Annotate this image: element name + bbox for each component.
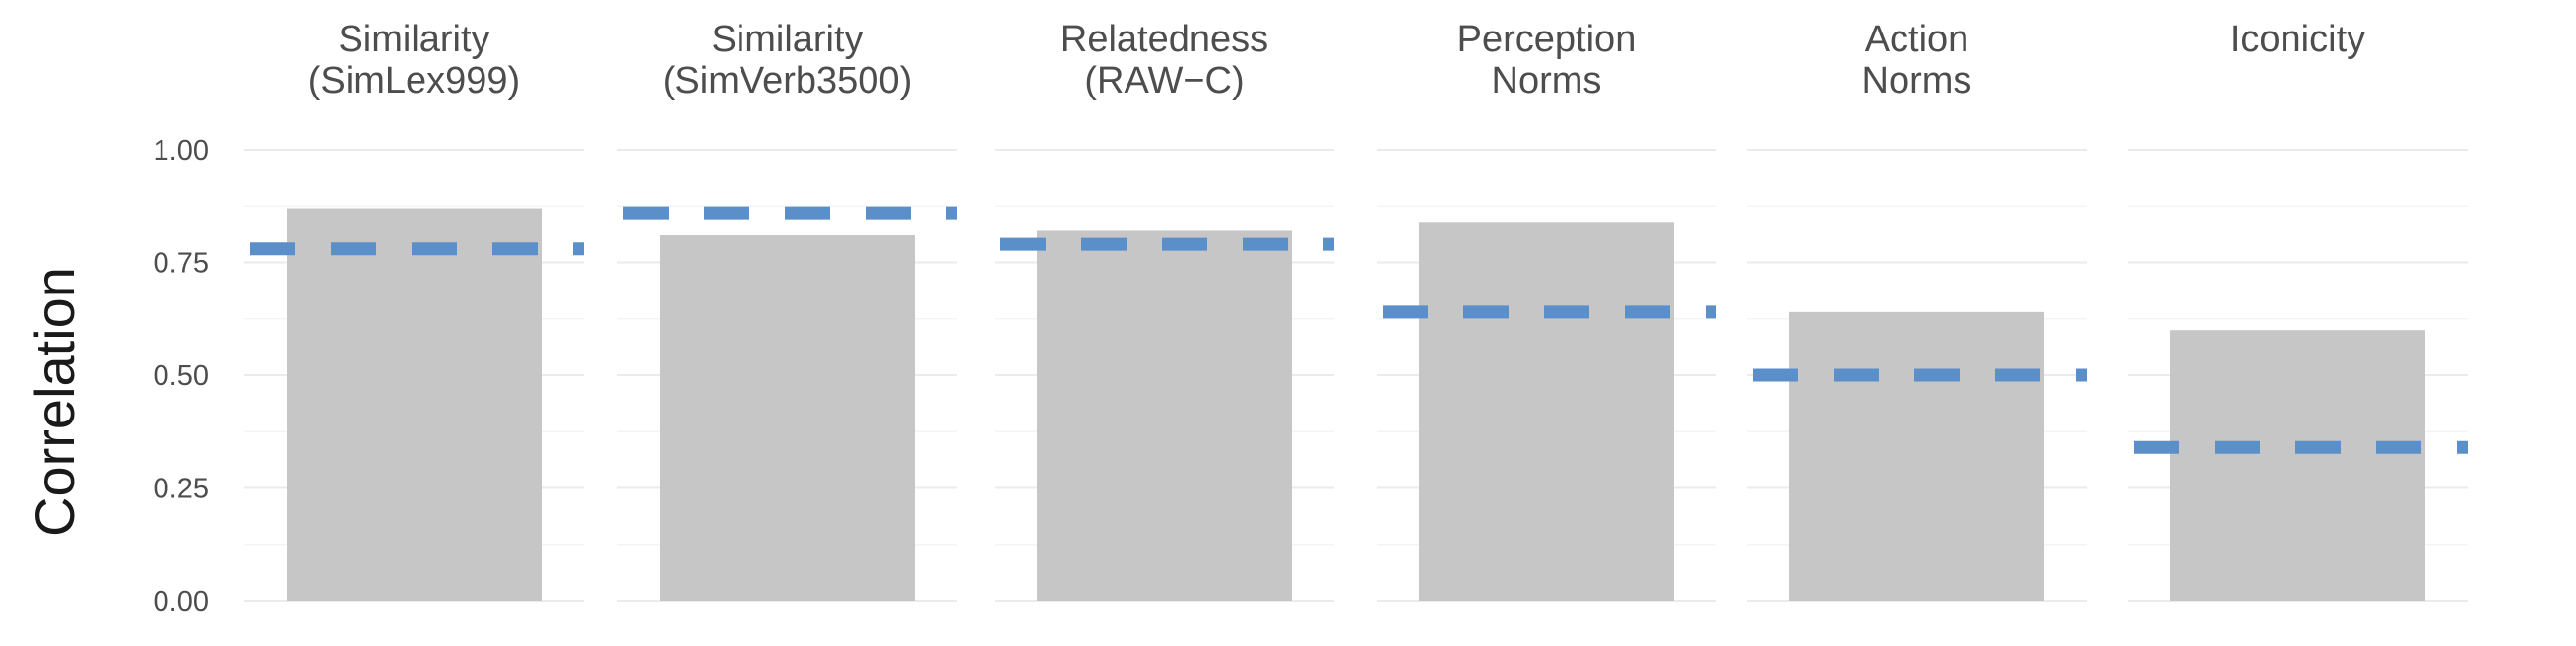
facet-title-line: Relatedness bbox=[1061, 19, 1268, 60]
facet-panels: Similarity(SimLex999)Similarity(SimVerb3… bbox=[244, 19, 2468, 602]
facet-panel: Similarity(SimVerb3500) bbox=[617, 19, 957, 602]
facet-title-line: Norms bbox=[1862, 60, 1972, 101]
facet-title-line: Iconicity bbox=[2230, 19, 2365, 60]
bar bbox=[1037, 230, 1292, 601]
bar bbox=[660, 235, 915, 601]
facet-title-line: (SimVerb3500) bbox=[663, 60, 912, 101]
bar bbox=[287, 208, 542, 602]
facet-title-line: (RAW−C) bbox=[1084, 60, 1244, 101]
y-tick-label: 0.25 bbox=[154, 474, 209, 505]
y-axis-ticks: 0.00 0.25 0.50 0.75 1.00 bbox=[154, 135, 209, 617]
facet-panel: Similarity(SimLex999) bbox=[244, 19, 584, 602]
facet-panel: Iconicity bbox=[2128, 19, 2468, 602]
y-tick-label: 0.00 bbox=[154, 586, 209, 617]
facet-title-line: Action bbox=[1865, 19, 1969, 60]
y-axis-title: Correlation bbox=[24, 267, 86, 537]
facet-panel: Relatedness(RAW−C) bbox=[995, 19, 1334, 602]
facet-title-line: (SimLex999) bbox=[308, 60, 520, 101]
facet-title-line: Similarity bbox=[338, 19, 489, 60]
y-tick-label: 0.75 bbox=[154, 248, 209, 280]
bar bbox=[1419, 222, 1674, 601]
y-tick-label: 0.50 bbox=[154, 360, 209, 392]
bar bbox=[2170, 330, 2425, 601]
y-tick-label: 1.00 bbox=[154, 135, 209, 166]
facet-title-line: Norms bbox=[1492, 60, 1602, 101]
bar bbox=[1789, 311, 2044, 601]
facet-title-line: Similarity bbox=[711, 19, 863, 60]
facet-title-line: Perception bbox=[1457, 19, 1637, 60]
